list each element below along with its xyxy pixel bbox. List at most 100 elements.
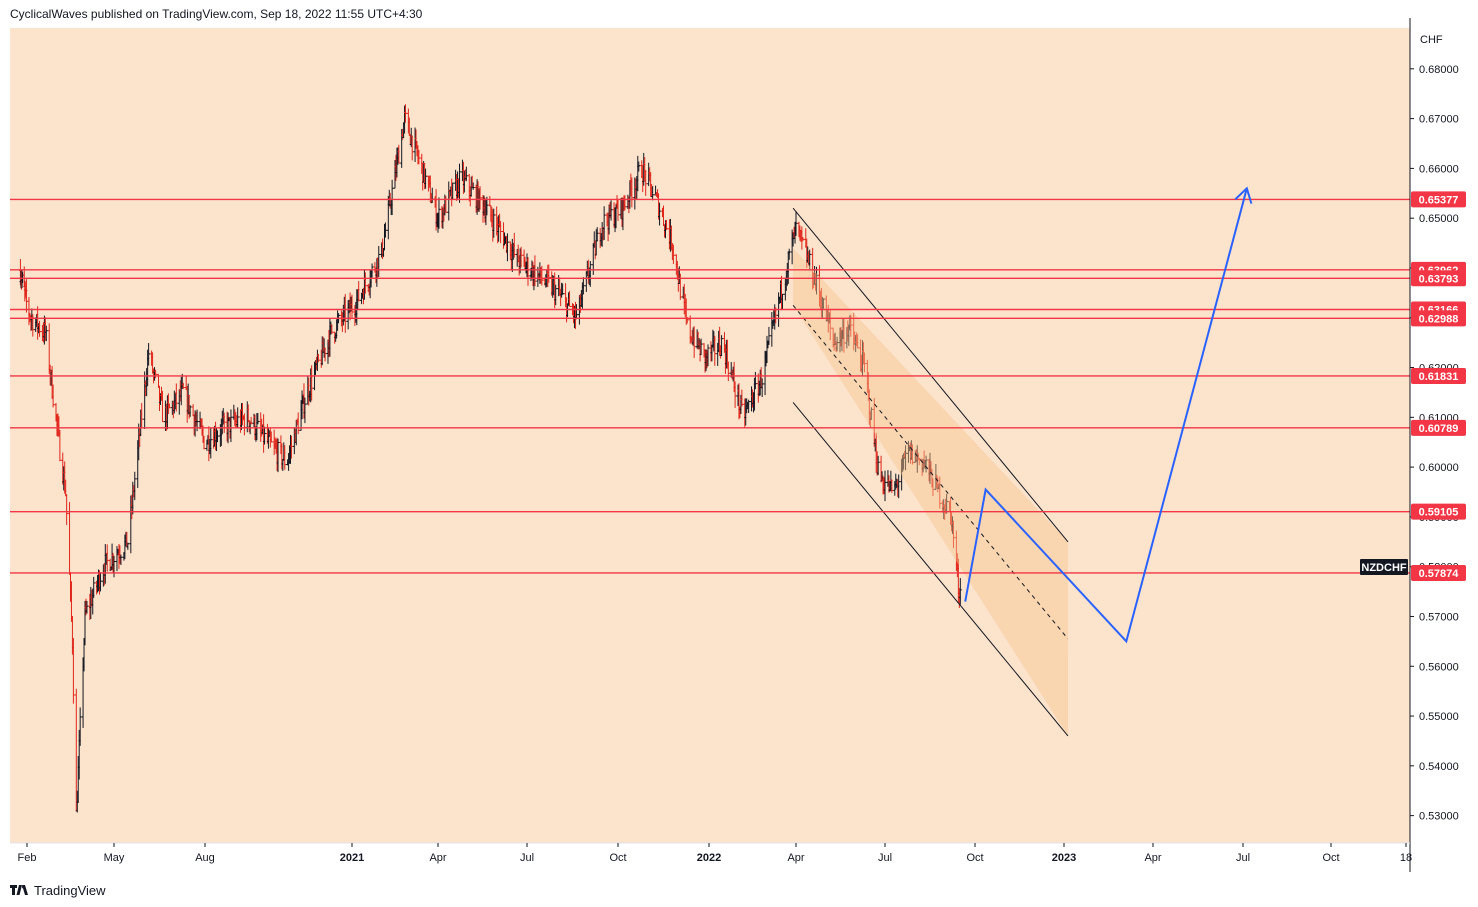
price-bar <box>958 578 962 605</box>
price-bar <box>330 324 334 334</box>
x-axis-ticks: Feb May Aug 2021 Apr Jul Oct 2022 Apr Jul Oct 2023 A… <box>18 843 1412 864</box>
level-tag-label: 0.62988 <box>1419 313 1459 325</box>
symbol-tag-box <box>1360 559 1408 575</box>
price-bar <box>181 382 185 390</box>
level-tag-label: 0.65377 <box>1419 194 1459 206</box>
price-bar <box>561 283 565 295</box>
x-tick-label: Jul <box>1236 852 1250 864</box>
parallel-channel[interactable] <box>792 207 1069 737</box>
price-bar <box>229 409 233 443</box>
price-bar <box>753 371 757 390</box>
price-bar <box>815 266 819 295</box>
horizontal-levels[interactable] <box>10 198 1410 574</box>
projection-line[interactable] <box>964 188 1248 644</box>
price-bar <box>276 438 280 473</box>
price-bar <box>160 390 164 423</box>
price-bar <box>801 237 805 242</box>
price-bar <box>451 182 455 200</box>
level-tag <box>1411 367 1466 384</box>
tradingview-logo-icon <box>10 885 28 895</box>
price-bar <box>835 336 839 352</box>
price-bar <box>471 182 475 190</box>
projection-path[interactable] <box>964 186 1253 644</box>
level-tag-label: 0.63793 <box>1419 273 1459 285</box>
price-bar <box>644 170 648 196</box>
price-bar <box>323 347 327 362</box>
price-bar <box>526 257 530 286</box>
price-bar <box>133 471 137 501</box>
level-tag <box>1411 270 1466 287</box>
price-bar <box>154 369 158 379</box>
price-bar <box>706 344 710 367</box>
price-bar <box>437 197 441 229</box>
level-tag <box>1411 310 1466 327</box>
channel-fill <box>793 248 1068 736</box>
level-price-tags: 0.653770.639620.637930.631660.629880.618… <box>1411 191 1466 581</box>
price-bar <box>249 416 253 425</box>
price-bar <box>126 542 130 550</box>
price-bar <box>51 384 55 408</box>
price-bar <box>910 444 914 465</box>
x-tick-label: Oct <box>1322 852 1339 864</box>
price-bar <box>296 412 300 435</box>
price-bar <box>65 494 69 525</box>
price-bar <box>310 365 314 401</box>
price-bar <box>780 293 784 310</box>
y-tick-label: 0.66000 <box>1419 163 1459 175</box>
price-bar <box>533 255 537 287</box>
price-bar <box>209 428 213 459</box>
price-bar <box>808 249 812 271</box>
price-bar <box>890 479 894 493</box>
price-bar <box>316 354 320 363</box>
level-tag <box>1411 564 1466 581</box>
price-bar <box>821 298 825 309</box>
y-tick-label: 0.67000 <box>1419 114 1459 126</box>
y-tick-label: 0.60000 <box>1419 462 1459 474</box>
x-tick-label: Oct <box>609 852 626 864</box>
price-bar <box>787 248 791 260</box>
price-bar <box>202 435 206 450</box>
price-bar <box>174 383 178 412</box>
price-bar <box>904 445 908 471</box>
price-bar <box>188 405 192 417</box>
price-bar <box>740 389 744 407</box>
channel-upper-line[interactable] <box>792 207 1069 543</box>
price-bar <box>256 413 260 425</box>
price-bar <box>357 281 361 302</box>
publish-info: CyclicalWaves published on TradingView.c… <box>10 7 423 21</box>
x-tick-label: Feb <box>18 852 37 864</box>
price-bar <box>623 195 627 211</box>
price-bar <box>931 478 935 496</box>
price-bar <box>78 707 82 746</box>
price-bar <box>574 304 578 320</box>
price-bar <box>383 222 387 238</box>
price-bar <box>44 325 48 342</box>
x-tick-label: 2022 <box>697 852 721 864</box>
x-tick-label: 2021 <box>340 852 364 864</box>
y-tick-label: 0.56000 <box>1419 661 1459 673</box>
price-bar <box>658 202 662 226</box>
price-bar <box>760 378 764 398</box>
price-bar <box>720 335 724 357</box>
footer: TradingView <box>10 880 106 900</box>
x-axis-background <box>10 843 1410 872</box>
price-bar <box>842 318 846 353</box>
price-bar <box>505 233 509 262</box>
x-tick-label: Oct <box>966 852 983 864</box>
price-bar <box>222 412 226 433</box>
price-bar <box>492 208 496 238</box>
price-bar <box>404 104 408 123</box>
price-bar <box>637 161 641 172</box>
plot-background <box>10 28 1410 843</box>
price-bar <box>856 334 860 349</box>
price-bar <box>747 399 751 414</box>
price-bar <box>499 221 503 244</box>
channel-lower-line[interactable] <box>792 402 1069 737</box>
x-tick-label: May <box>104 852 125 864</box>
channel-mid-line[interactable] <box>792 304 1069 640</box>
price-bar <box>85 600 89 614</box>
price-bar <box>917 457 921 466</box>
price-bar <box>92 576 96 598</box>
